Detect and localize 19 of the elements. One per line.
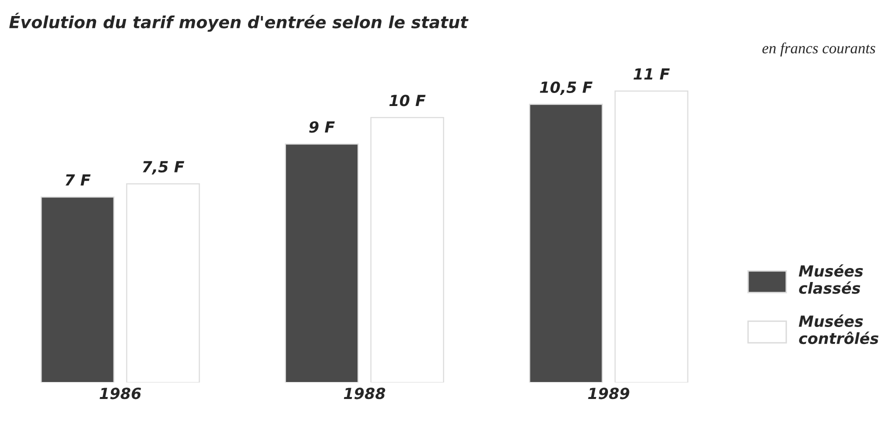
x-tick-label: 1988 (344, 388, 386, 400)
text: en francs courants (762, 42, 876, 57)
data-label: 10,5 F (540, 81, 592, 95)
bar (126, 183, 200, 382)
bar (370, 117, 444, 382)
chart-title: Évolution du tarif moyen d'entrée selon le statut (9, 12, 469, 32)
bar (284, 144, 359, 382)
legend-label: Musées contrôlés (798, 314, 878, 344)
data-label: 7,5 F (142, 161, 184, 174)
legend-label: Musées classés (798, 264, 863, 294)
bar (614, 90, 688, 382)
bar (40, 196, 114, 382)
x-tick-label: 1989 (588, 388, 630, 400)
data-label: 10 F (389, 94, 426, 106)
bar (529, 104, 603, 382)
data-label: 7 F (66, 174, 91, 186)
data-label: 9 F (309, 121, 335, 133)
x-tick-label: 1986 (100, 388, 141, 400)
data-label: 11 F (634, 68, 670, 80)
